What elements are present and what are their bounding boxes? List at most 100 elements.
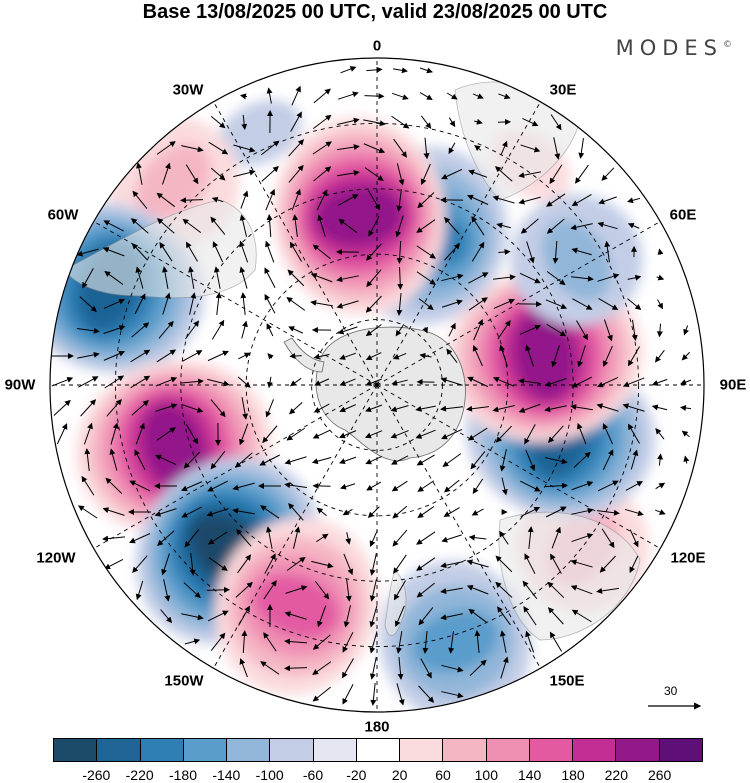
colorbar-bin-10: [486, 739, 530, 761]
wind-arrow: [577, 422, 587, 445]
wind-arrow: [570, 559, 593, 568]
wind-arrow: [624, 508, 644, 517]
wind-arrow: [527, 526, 534, 549]
wind-arrow: [314, 580, 330, 600]
wind-arrow: [207, 350, 229, 362]
wind-arrow: [313, 403, 330, 413]
wind-arrow: [241, 397, 249, 420]
colorbar-bin-13: [616, 739, 660, 761]
wind-arrow: [418, 607, 434, 626]
wind-arrow: [468, 297, 488, 311]
wind-arrow: [82, 268, 94, 289]
wind-arrow: [441, 299, 463, 308]
wind-arrow: [366, 269, 382, 288]
wind-arrow: [208, 141, 229, 155]
wind-arrow: [340, 483, 356, 490]
wind-arrow: [186, 424, 198, 445]
colorbar-bin-2: [140, 739, 184, 761]
wind-arrow: [211, 319, 225, 340]
wind-arrow: [492, 404, 515, 413]
wind-arrow: [290, 111, 302, 132]
wind-arrow: [549, 631, 563, 652]
wind-arrow: [390, 430, 409, 439]
wind-arrow: [656, 323, 663, 338]
wind-arrow: [419, 92, 433, 100]
wind-arrow: [420, 115, 432, 129]
wind-arrow: [396, 163, 405, 186]
wind-arrow: [345, 579, 352, 602]
wind-arrow: [548, 425, 564, 443]
wind-arrow: [444, 216, 460, 235]
wind-arrow: [526, 241, 535, 264]
wind-arrow: [158, 320, 174, 339]
wind-arrow: [289, 241, 303, 262]
wind-arrow: [184, 529, 200, 548]
wind-arrow: [602, 345, 613, 367]
wind-arrow: [240, 190, 249, 209]
wind-arrow: [598, 196, 617, 205]
colorbar-bin-5: [270, 739, 314, 761]
wind-arrow: [211, 196, 224, 203]
colorbar-bin-7: [356, 739, 401, 761]
south-america: [63, 199, 257, 299]
wind-arrow: [155, 403, 178, 412]
wind-arrow: [683, 325, 689, 336]
meridian-line: [93, 221, 378, 386]
wind-arrow: [545, 457, 568, 465]
wind-arrow: [499, 449, 507, 472]
wind-arrow: [466, 559, 489, 568]
wind-arrow: [365, 404, 383, 413]
wind-arrow: [267, 353, 274, 360]
wind-arrow: [312, 244, 331, 260]
wind-arrow: [657, 299, 663, 310]
wind-arrow: [496, 222, 511, 229]
wind-arrow: [525, 630, 535, 653]
colorbar-bin-1: [97, 739, 141, 761]
wind-arrow: [442, 453, 462, 467]
wind-arrow: [233, 169, 256, 178]
wind-arrow: [599, 555, 616, 573]
wind-arrow: [518, 171, 541, 179]
wind-arrow: [416, 219, 436, 233]
wind-arrow: [468, 272, 489, 284]
wind-arrow: [472, 93, 484, 99]
wind-arrow: [103, 298, 125, 309]
wind-arrow: [392, 352, 407, 360]
wind-arrow: [317, 214, 326, 237]
wind-arrow: [265, 188, 276, 211]
wind-arrow: [501, 477, 508, 496]
wind-arrow: [492, 195, 515, 204]
wind-arrow: [338, 194, 359, 206]
wind-arrow: [336, 275, 359, 283]
wind-arrow: [339, 352, 357, 360]
wind-arrow: [422, 326, 428, 334]
wind-arrow: [288, 502, 304, 521]
wind-arrow: [577, 345, 586, 368]
wind-arrow: [104, 558, 124, 570]
wind-arrow: [416, 582, 435, 598]
anomaly-contour: [142, 404, 206, 491]
colorbar-tick-label: 140: [517, 767, 542, 783]
wind-arrow: [236, 528, 252, 547]
wind-arrow: [369, 529, 378, 547]
wind-arrow: [472, 345, 483, 367]
wind-arrow: [241, 630, 248, 654]
wind-arrow: [417, 480, 435, 492]
wind-arrow: [443, 507, 460, 517]
wind-arrow: [286, 427, 306, 441]
wind-arrow: [266, 87, 273, 104]
wind-arrow: [363, 119, 386, 127]
wind-arrow: [570, 404, 593, 411]
meridian-line: [376, 384, 661, 549]
wind-arrow: [135, 580, 144, 601]
wind-arrow: [316, 507, 327, 517]
wind-arrow: [239, 266, 248, 289]
wind-arrow: [551, 526, 561, 549]
wind-arrow: [440, 405, 463, 412]
wind-arrow: [468, 169, 488, 178]
wind-arrow: [549, 164, 563, 185]
wind-arrow: [627, 298, 642, 311]
wind-arrow: [291, 85, 301, 106]
wind-arrow: [393, 138, 407, 158]
wind-arrow: [550, 553, 562, 574]
